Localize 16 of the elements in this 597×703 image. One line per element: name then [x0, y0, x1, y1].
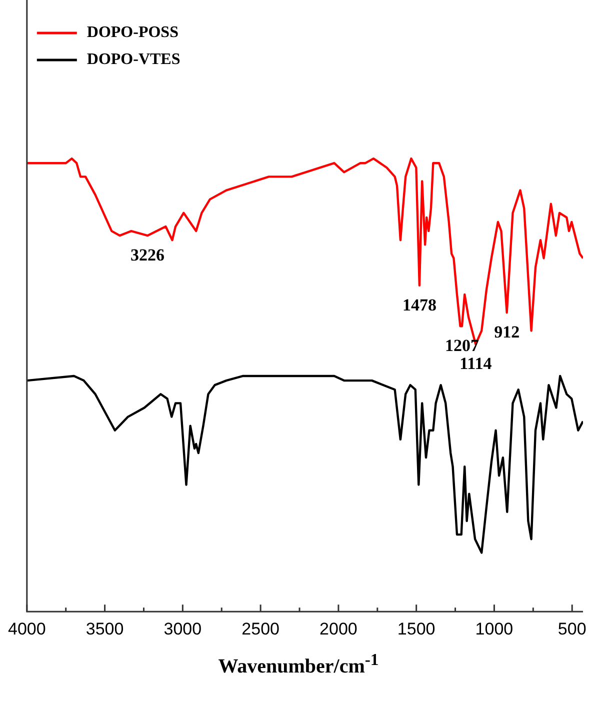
x-tick-label: 500 [558, 619, 586, 638]
x-tick-label: 1000 [475, 619, 514, 638]
x-tick-label: 2500 [242, 619, 280, 638]
x-tick-label: 4000 [8, 619, 46, 638]
legend-label: DOPO-POSS [86, 24, 179, 42]
annotation: 1114 [460, 354, 492, 374]
x-tick-label: 1500 [397, 619, 436, 638]
legend-label: DOPO-VTES [86, 51, 180, 68]
annotation: 3226 [130, 245, 164, 264]
x-tick-label: 3500 [86, 619, 124, 638]
annotation: 1478 [402, 295, 436, 314]
annotation: 1207 [444, 336, 480, 356]
annotation: 912 [494, 322, 520, 342]
x-tick-label: 3000 [164, 619, 202, 638]
x-axis-title: Wavenumber/cm$^{-1}$ [217, 650, 380, 679]
x-tick-label: 2000 [320, 619, 358, 638]
